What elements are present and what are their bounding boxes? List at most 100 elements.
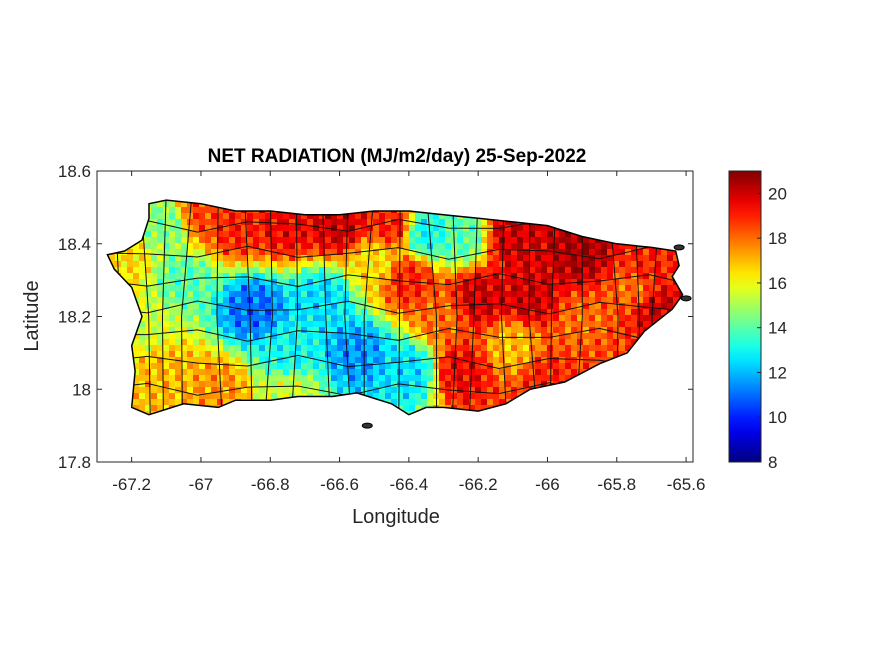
field-cell xyxy=(553,285,560,292)
field-cell xyxy=(649,279,656,286)
field-cell xyxy=(421,213,428,220)
field-cell xyxy=(283,291,290,298)
field-cell xyxy=(313,243,320,250)
field-cell xyxy=(403,273,410,280)
field-cell xyxy=(367,321,374,328)
field-cell xyxy=(505,357,512,364)
field-cell xyxy=(235,255,242,262)
field-cell xyxy=(199,399,206,406)
field-cell xyxy=(409,297,416,304)
field-cell xyxy=(523,303,530,310)
field-cell xyxy=(607,291,614,298)
field-cell xyxy=(211,291,218,298)
field-cell xyxy=(277,381,284,388)
field-cell xyxy=(241,393,248,400)
field-cell xyxy=(229,291,236,298)
field-cell xyxy=(271,339,278,346)
x-tick-label: -66.4 xyxy=(389,475,428,494)
field-cell xyxy=(247,267,254,274)
field-cell xyxy=(133,255,140,262)
field-cell xyxy=(175,315,182,322)
field-cell xyxy=(385,315,392,322)
field-cell xyxy=(415,303,422,310)
field-cell xyxy=(205,375,212,382)
field-cell xyxy=(367,381,374,388)
field-cell xyxy=(505,375,512,382)
field-cell xyxy=(283,243,290,250)
field-cell xyxy=(337,243,344,250)
field-cell xyxy=(193,363,200,370)
field-cell xyxy=(289,285,296,292)
field-cell xyxy=(451,303,458,310)
field-cell xyxy=(139,261,146,268)
field-cell xyxy=(337,261,344,268)
field-cell xyxy=(139,375,146,382)
field-cell xyxy=(181,303,188,310)
field-cell xyxy=(541,261,548,268)
field-cell xyxy=(283,225,290,232)
field-cell xyxy=(211,387,218,394)
field-cell xyxy=(451,327,458,334)
field-cell xyxy=(373,375,380,382)
field-cell xyxy=(193,231,200,238)
field-cell xyxy=(349,369,356,376)
field-cell xyxy=(475,405,482,412)
field-cell xyxy=(559,315,566,322)
field-cell xyxy=(535,339,542,346)
field-cell xyxy=(385,321,392,328)
field-cell xyxy=(331,279,338,286)
field-cell xyxy=(625,291,632,298)
field-cell xyxy=(277,273,284,280)
field-cell xyxy=(295,255,302,262)
field-cell xyxy=(343,291,350,298)
field-cell xyxy=(169,237,176,244)
field-cell xyxy=(181,273,188,280)
field-cell xyxy=(139,279,146,286)
field-cell xyxy=(403,345,410,352)
field-cell xyxy=(259,339,266,346)
field-cell xyxy=(451,357,458,364)
field-cell xyxy=(481,273,488,280)
field-cell xyxy=(463,333,470,340)
field-cell xyxy=(343,285,350,292)
field-cell xyxy=(601,267,608,274)
field-cell xyxy=(463,351,470,358)
field-cell xyxy=(217,339,224,346)
field-cell xyxy=(523,231,530,238)
field-cell xyxy=(217,345,224,352)
field-cell xyxy=(217,285,224,292)
field-cell xyxy=(157,249,164,256)
field-cell xyxy=(421,363,428,370)
field-cell xyxy=(247,393,254,400)
field-cell xyxy=(391,243,398,250)
field-cell xyxy=(241,279,248,286)
field-cell xyxy=(661,291,668,298)
field-cell xyxy=(511,231,518,238)
field-cell xyxy=(259,327,266,334)
field-cell xyxy=(373,357,380,364)
field-cell xyxy=(187,351,194,358)
field-cell xyxy=(445,315,452,322)
field-cell xyxy=(241,243,248,250)
field-cell xyxy=(277,237,284,244)
field-cell xyxy=(475,291,482,298)
field-cell xyxy=(505,297,512,304)
field-cell xyxy=(373,255,380,262)
field-cell xyxy=(613,351,620,358)
field-cell xyxy=(517,231,524,238)
field-cell xyxy=(559,363,566,370)
field-cell xyxy=(229,393,236,400)
field-cell xyxy=(649,249,656,256)
field-cell xyxy=(163,309,170,316)
field-cell xyxy=(355,369,362,376)
field-cell xyxy=(517,333,524,340)
field-cell xyxy=(307,381,314,388)
field-cell xyxy=(481,219,488,226)
field-cell xyxy=(229,279,236,286)
field-cell xyxy=(157,345,164,352)
field-cell xyxy=(517,345,524,352)
field-cell xyxy=(247,225,254,232)
field-cell xyxy=(397,351,404,358)
field-cell xyxy=(313,351,320,358)
field-cell xyxy=(589,327,596,334)
